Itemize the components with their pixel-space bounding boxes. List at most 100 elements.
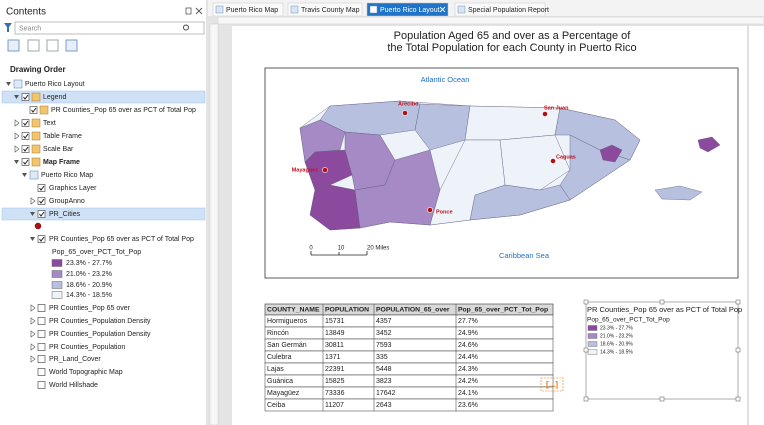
expander[interactable]: [6, 82, 11, 86]
checkbox[interactable]: [37, 343, 46, 351]
expander[interactable]: [30, 317, 36, 325]
tree-item-label[interactable]: Graphics Layer: [49, 185, 97, 192]
selection-handle[interactable]: [735, 347, 741, 353]
tree-item-label[interactable]: PR Counties_Pop 65 over as PCT of Total …: [49, 236, 194, 243]
county-region: [429, 139, 506, 226]
checkbox[interactable]: [21, 132, 30, 140]
selection-handle[interactable]: [735, 396, 741, 402]
checkmark: [23, 159, 29, 165]
tree-item-label[interactable]: World Topographic Map: [49, 369, 123, 376]
expander[interactable]: [30, 197, 36, 205]
tree-item-label[interactable]: Puerto Rico Layout: [25, 81, 85, 88]
view-snapping[interactable]: [65, 39, 78, 52]
table-cell: 335: [376, 354, 388, 361]
expander[interactable]: [30, 212, 35, 216]
legend-swatch: [587, 349, 598, 355]
vieques: [654, 185, 703, 201]
tree-item-label[interactable]: Table Frame: [43, 133, 82, 140]
expander[interactable]: [14, 119, 20, 127]
checkbox[interactable]: [21, 93, 30, 101]
tree-item-label[interactable]: Pop_65_over_PCT_Tot_Pop: [52, 249, 141, 256]
table-cell: San Germán: [267, 342, 307, 349]
tree-item-label[interactable]: PR Counties_Population Density: [49, 318, 151, 325]
city-point: [542, 111, 548, 117]
section-heading: Drawing Order: [10, 65, 66, 74]
city-label: San Juan: [544, 105, 569, 111]
checkbox[interactable]: [21, 119, 30, 127]
checkbox[interactable]: [37, 184, 46, 192]
tree-item-label[interactable]: 21.0% - 23.2%: [66, 271, 112, 278]
expander[interactable]: [30, 237, 35, 241]
close-pane-button[interactable]: [195, 7, 203, 15]
tree-row-highlight: [1, 207, 206, 221]
overflow-indicator[interactable]: [...]: [546, 380, 558, 389]
expander[interactable]: [30, 330, 36, 338]
checkbox[interactable]: [37, 355, 46, 363]
tree-item-label[interactable]: PR_Land_Cover: [49, 356, 101, 363]
tab-close[interactable]: [439, 6, 446, 13]
selection-handle[interactable]: [583, 347, 589, 353]
checkbox[interactable]: [37, 210, 46, 218]
checkbox[interactable]: [37, 368, 46, 376]
selection-handle[interactable]: [659, 299, 665, 305]
table-row: [264, 326, 554, 340]
view-source[interactable]: [46, 39, 59, 52]
tree-item-label[interactable]: World Hillshade: [49, 382, 98, 389]
table-row: [264, 362, 554, 376]
checkbox[interactable]: [37, 304, 46, 312]
table-row: [264, 314, 554, 328]
selection-handle[interactable]: [659, 396, 665, 402]
tab-label[interactable]: Puerto Rico Layout: [380, 7, 440, 14]
expander[interactable]: [14, 160, 19, 164]
checkbox[interactable]: [37, 381, 46, 389]
expander[interactable]: [14, 95, 19, 99]
checkbox[interactable]: [37, 317, 46, 325]
selection-handle[interactable]: [583, 299, 589, 305]
selection-handle[interactable]: [735, 299, 741, 305]
tree-item-label[interactable]: Legend: [43, 94, 66, 101]
table-cell: Culebra: [267, 354, 292, 361]
tree-item-label[interactable]: Scale Bar: [43, 146, 74, 153]
checkbox[interactable]: [37, 197, 46, 205]
tree-item-label[interactable]: 23.3% - 27.7%: [66, 260, 112, 267]
table-frame[interactable]: COUNTY_NAME POPULATION POPULATION_65_over P…: [264, 303, 564, 412]
tree-item-label[interactable]: PR Counties_Pop 65 over as PCT of Total …: [51, 107, 196, 114]
search-box[interactable]: [14, 21, 205, 35]
tree-item-label[interactable]: Map Frame: [43, 159, 80, 166]
tree-item-label[interactable]: 18.6% - 20.9%: [66, 282, 112, 289]
legend-swatch: [587, 341, 598, 347]
table-cell: 13849: [325, 330, 345, 337]
view-drawing-order[interactable]: [7, 39, 20, 52]
expander[interactable]: [30, 355, 36, 363]
tab-label[interactable]: Puerto Rico Map: [226, 7, 278, 14]
pin-button[interactable]: [185, 7, 192, 15]
legend-swatch: [51, 259, 63, 267]
legend-frame[interactable]: [585, 301, 739, 400]
tree-item-label[interactable]: PR_Cities: [49, 211, 81, 218]
tree-item-label[interactable]: Text: [43, 120, 56, 127]
expander[interactable]: [22, 173, 27, 177]
checkbox[interactable]: [37, 330, 46, 338]
layer-icon: [31, 157, 41, 167]
expander[interactable]: [14, 132, 20, 140]
tree-item-label[interactable]: Puerto Rico Map: [41, 172, 93, 179]
tree-item-label[interactable]: GroupAnno: [49, 198, 85, 205]
tree-item-label[interactable]: PR Counties_Population Density: [49, 331, 151, 338]
checkbox[interactable]: [37, 235, 46, 243]
view-selection[interactable]: [27, 39, 40, 52]
expander[interactable]: [30, 343, 36, 351]
tree-item-label[interactable]: PR Counties_Pop 65 over: [49, 305, 131, 312]
selection-handle[interactable]: [583, 396, 589, 402]
tab-label[interactable]: Special Population Report: [468, 7, 549, 14]
tree-item-label[interactable]: 14.3% - 18.5%: [66, 292, 112, 299]
filter-icon[interactable]: [4, 23, 12, 32]
checkbox[interactable]: [21, 145, 30, 153]
expander[interactable]: [30, 304, 36, 312]
table-cell: 15825: [325, 378, 345, 385]
expander[interactable]: [14, 145, 20, 153]
checkbox[interactable]: [21, 158, 30, 166]
checkbox[interactable]: [29, 106, 38, 114]
tree-item-label[interactable]: PR Counties_Population: [49, 344, 125, 351]
legend-swatch: [587, 325, 598, 331]
tab-label[interactable]: Travis County Map: [301, 7, 360, 14]
